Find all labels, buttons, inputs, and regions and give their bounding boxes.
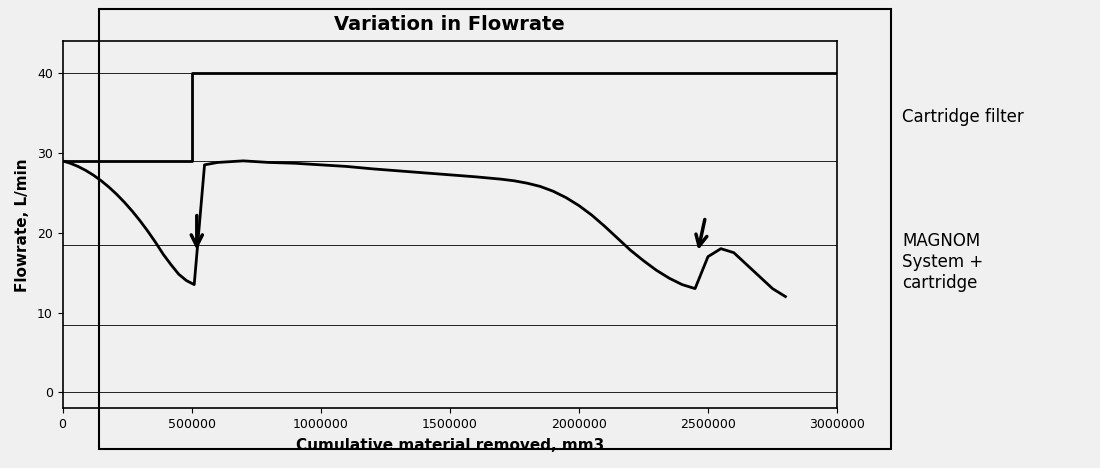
Text: MAGNOM
System +
cartridge: MAGNOM System + cartridge <box>902 232 983 292</box>
Y-axis label: Flowrate, L/min: Flowrate, L/min <box>15 158 30 292</box>
Title: Variation in Flowrate: Variation in Flowrate <box>334 15 565 34</box>
X-axis label: Cumulative material removed, mm3: Cumulative material removed, mm3 <box>296 438 604 453</box>
Text: Cartridge filter: Cartridge filter <box>902 108 1024 126</box>
